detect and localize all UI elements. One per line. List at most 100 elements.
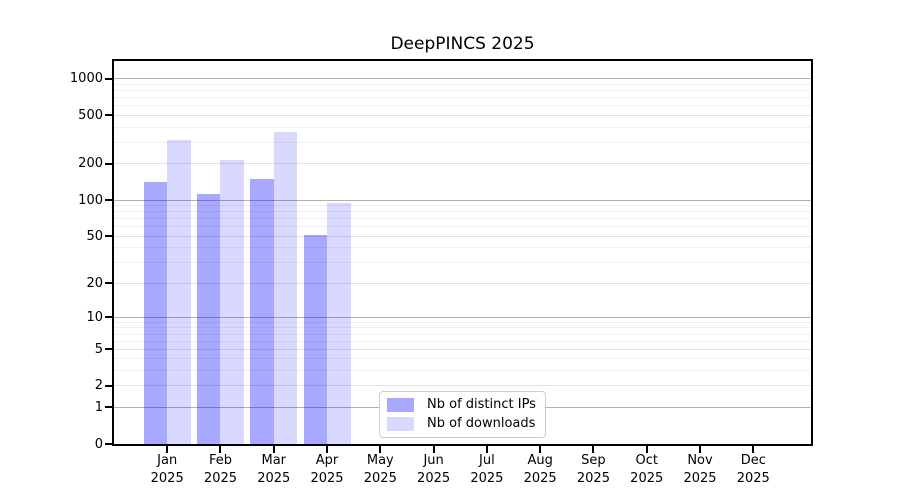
major-gridline — [114, 114, 811, 116]
minor-gridline — [114, 218, 811, 220]
x-tick-mark — [379, 446, 382, 453]
x-tick-mark — [699, 446, 701, 453]
minor-gridline — [114, 105, 811, 107]
minor-gridline — [114, 340, 811, 342]
x-tick-label: Jan 2025 — [135, 452, 199, 488]
legend-swatch-downloads-icon — [387, 416, 414, 431]
minor-gridline — [114, 90, 811, 92]
x-tick-month: Feb — [208, 453, 232, 468]
x-tick-label: Dec 2025 — [721, 452, 785, 488]
x-tick-year: 2025 — [736, 471, 770, 486]
x-tick-mark — [485, 446, 488, 453]
axis-layer: 0 1 2 5 10 20 50 100 200 500 1000 Jan 2025 Feb 2025 Mar… — [70, 61, 811, 486]
x-tick-label: Sep 2025 — [561, 452, 625, 488]
x-tick-month: Oct — [635, 453, 658, 468]
x-tick-label: Mar 2025 — [242, 452, 306, 488]
x-tick-mark — [326, 446, 329, 453]
x-tick-mark — [592, 446, 595, 453]
y-tick-label: 200 — [78, 156, 103, 172]
x-tick-month: Mar — [261, 453, 287, 468]
y-tick-label: 2 — [94, 378, 103, 394]
bars-layer — [114, 61, 811, 444]
x-tick-year: 2025 — [523, 471, 557, 486]
minor-gridline — [114, 370, 811, 372]
x-tick-label: Jun 2025 — [402, 452, 466, 488]
bar-downloads — [167, 139, 191, 444]
x-tick-label: Oct 2025 — [615, 452, 679, 488]
legend-swatch-distinct-ips-icon — [387, 397, 414, 412]
x-tick-year: 2025 — [363, 471, 397, 486]
bar-distinct-ips — [143, 182, 168, 444]
y-tick-mark — [105, 235, 112, 238]
major-gridline — [114, 348, 811, 350]
major-gridline — [114, 163, 811, 165]
x-tick-year: 2025 — [150, 471, 184, 486]
x-tick-year: 2025 — [683, 471, 717, 486]
x-tick-month: Aug — [527, 453, 553, 468]
minor-gridline — [114, 126, 811, 128]
x-tick-month: Dec — [740, 453, 766, 468]
y-tick-mark — [105, 162, 112, 165]
y-tick-mark — [105, 443, 112, 445]
x-tick-label: Feb 2025 — [188, 452, 252, 488]
y-tick-label: 500 — [78, 107, 103, 123]
x-tick-month: Apr — [315, 453, 339, 468]
minor-gridline — [114, 83, 811, 85]
legend-item-downloads: Nb of downloads — [387, 416, 536, 431]
y-tick-label: 100 — [78, 192, 103, 208]
minor-gridline — [114, 211, 811, 213]
y-tick-mark — [105, 282, 112, 285]
y-tick-mark — [105, 316, 112, 319]
y-tick-label: 50 — [86, 228, 103, 244]
x-tick-year: 2025 — [310, 471, 344, 486]
bar-distinct-ips — [303, 235, 328, 444]
x-tick-mark — [432, 446, 435, 453]
major-gridline — [114, 282, 811, 284]
chart-title: DeepPINCS 2025 — [390, 34, 535, 54]
x-tick-month: Jan — [157, 453, 178, 468]
legend-label-downloads: Nb of downloads — [427, 416, 536, 431]
y-tick-mark — [105, 384, 112, 387]
major-gridline — [114, 385, 811, 387]
y-tick-mark — [105, 348, 112, 351]
major-gridline — [114, 235, 811, 237]
minor-gridline — [114, 141, 811, 143]
x-tick-mark — [645, 446, 648, 453]
x-tick-mark — [219, 446, 222, 453]
bar-downloads — [220, 159, 244, 444]
minor-gridline — [114, 327, 811, 329]
bar-distinct-ips — [196, 193, 221, 444]
x-tick-label: Nov 2025 — [668, 452, 732, 488]
x-tick-year: 2025 — [203, 471, 238, 486]
x-tick-year: 2025 — [417, 471, 451, 486]
plot-area: 0 1 2 5 10 20 50 100 200 500 1000 Jan 2025 Feb 2025 Mar… — [70, 59, 813, 486]
minor-gridline — [114, 226, 811, 228]
minor-gridline — [114, 247, 811, 249]
minor-gridline — [114, 333, 811, 335]
major-gridline — [114, 199, 811, 201]
bar-distinct-ips — [250, 178, 274, 444]
x-tick-month: Sep — [581, 453, 606, 468]
minor-gridline — [114, 97, 811, 99]
x-tick-label: Aug 2025 — [508, 452, 572, 488]
x-tick-month: Jul — [479, 453, 495, 468]
major-gridline — [114, 316, 811, 318]
x-tick-label: Jul 2025 — [455, 452, 519, 488]
y-tick-label: 5 — [94, 341, 103, 357]
x-tick-mark — [166, 446, 169, 453]
y-tick-label: 1 — [94, 399, 103, 415]
x-tick-year: 2025 — [470, 471, 504, 486]
x-tick-month: May — [366, 453, 394, 468]
x-tick-month: Jun — [423, 453, 444, 468]
x-tick-year: 2025 — [576, 471, 610, 486]
x-tick-label: Apr 2025 — [295, 452, 359, 488]
x-tick-mark — [752, 446, 755, 453]
major-gridline — [114, 78, 811, 80]
minor-gridline — [114, 358, 811, 360]
bar-downloads — [327, 202, 351, 444]
x-tick-year: 2025 — [257, 471, 291, 486]
y-tick-mark — [105, 406, 112, 409]
y-tick-mark — [105, 77, 112, 80]
y-tick-mark — [105, 114, 112, 117]
